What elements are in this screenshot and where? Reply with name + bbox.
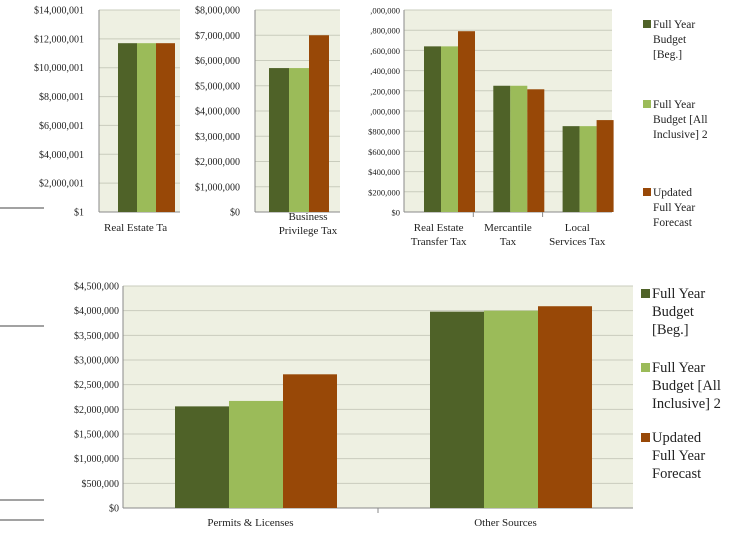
legend-label: Forecast [653,217,693,229]
bar [283,374,337,508]
legend-label: Budget [All [653,114,708,126]
y-tick-label: $6,000,001 [39,121,84,132]
legend-label: Budget [652,304,694,320]
y-tick-label: ,000,000 [370,6,400,16]
bar [175,406,229,508]
y-tick-label: $0 [230,208,240,219]
x-category-label: Services Tax [549,236,606,248]
x-category-label: Tax [500,236,517,248]
legend-label: Updated [652,430,702,446]
bar [458,31,475,213]
bar [118,43,137,212]
y-tick-label: $2,500,000 [74,380,119,391]
legend-swatch [643,20,651,28]
y-tick-label: $4,000,001 [39,150,84,161]
chart-3: $0 $200,000 $400,000 $600,000 $800,000 ,000,0… [368,6,708,249]
y-tick-label: ,000,000 [370,107,400,117]
legend-swatch [641,433,650,442]
y-tick-label: $14,000,001 [34,6,84,17]
legend-label: Full Year [652,286,705,302]
y-tick-label: ,400,000 [370,66,400,76]
y-tick-label: $2,000,001 [39,179,84,190]
y-tick-label: $400,000 [368,167,400,177]
bar [229,400,283,508]
bar [527,89,545,212]
legend-label: Inclusive] 2 [652,396,721,412]
y-tick-label: $4,000,000 [195,107,240,118]
legend-label: Forecast [652,466,701,482]
y-tick-label: $0 [109,504,119,515]
bar [596,120,614,212]
y-tick-label: $3,000,000 [74,356,119,367]
y-tick-label: $3,000,000 [195,132,240,143]
y-tick-label: $200,000 [368,187,400,197]
bar [441,46,458,212]
y-tick-label: $5,000,000 [195,81,240,92]
legend-swatch [641,289,650,298]
bar [289,68,309,212]
bar [424,46,441,212]
legend-label: Full Year [652,360,705,376]
bar [579,126,597,212]
y-tick-label: $7,000,000 [195,31,240,42]
bar [484,310,538,508]
y-tick-label: $1,500,000 [74,430,119,441]
legend-label: Full Year [652,448,705,464]
chart-4: $0 $500,000 $1,000,000 $1,500,000 $2,000,000… [74,282,721,530]
y-tick-label: $0 [392,208,401,218]
y-tick-label: ,600,000 [370,46,400,56]
x-category-label: Permits & Licenses [207,517,293,529]
y-tick-label: $1,000,000 [195,182,240,193]
y-tick-label: $10,000,001 [34,63,84,74]
y-tick-label: $4,000,000 [74,306,119,317]
y-tick-label: $8,000,000 [195,6,240,17]
legend-label: Updated [653,187,692,199]
legend-label: Full Year [653,202,695,214]
y-tick-label: $8,000,001 [39,92,84,103]
bar [156,43,175,212]
legend-label: Full Year [653,19,695,31]
x-category-label: Mercantile [484,222,532,234]
bar [137,43,156,212]
x-category-label: Real Estate Ta [104,222,167,234]
x-category-label: Privilege Tax [279,225,338,237]
y-tick-label: ,200,000 [370,86,400,96]
x-category-label: Local [565,222,590,234]
bar [269,68,289,212]
y-tick-label: $4,500,000 [74,282,119,293]
legend-label: Inclusive] 2 [653,129,708,141]
legend-swatch [641,363,650,372]
bar [309,35,329,212]
chart-1: $1 $2,000,001 $4,000,001 $6,000,001 $8,000,0… [34,6,180,234]
legend-label: Full Year [653,99,695,111]
legend-swatch [643,100,651,108]
y-tick-label: $2,000,000 [74,405,119,416]
y-tick-label: $12,000,001 [34,34,84,45]
bar [493,85,511,212]
x-category-label: Business [288,211,327,223]
chart-2: $0 $1,000,000 $2,000,000 $3,000,000 $4,000,0… [195,6,340,237]
y-tick-label: $1,000,000 [74,454,119,465]
legend-label: Budget [All [652,378,721,394]
x-category-label: Other Sources [474,517,537,529]
bar [538,306,592,508]
bar [562,126,580,212]
y-tick-label: $3,500,000 [74,331,119,342]
y-tick-label: $2,000,000 [195,157,240,168]
y-tick-label: $500,000 [82,479,120,490]
y-tick-label: ,800,000 [370,26,400,36]
bar [430,311,484,508]
legend-swatch [643,188,651,196]
legend-label: Budget [653,34,687,46]
legend-label: [Beg.] [652,322,689,338]
y-tick-label: $800,000 [368,127,400,137]
legend-label: [Beg.] [653,49,682,61]
y-tick-label: $6,000,000 [195,56,240,67]
y-tick-label: $1 [74,208,84,219]
y-tick-label: $600,000 [368,147,400,157]
bar [510,85,528,212]
x-category-label: Transfer Tax [411,236,467,248]
x-category-label: Real Estate [414,222,464,234]
